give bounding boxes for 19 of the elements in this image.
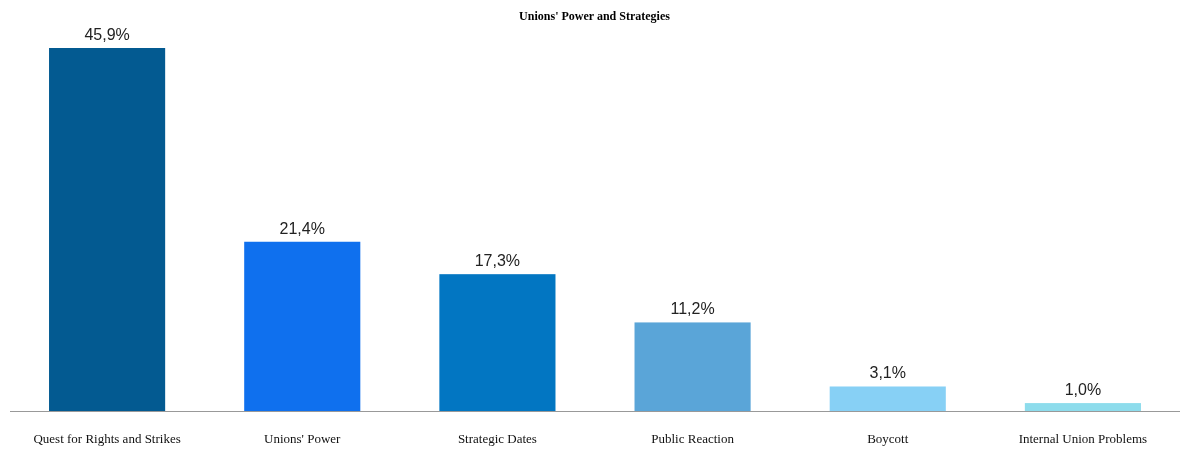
bar (829, 386, 946, 411)
bar (49, 48, 166, 411)
chart-title: Unions' Power and Strategies (519, 9, 671, 23)
x-tick-label: Internal Union Problems (1018, 431, 1148, 446)
bar (244, 241, 361, 411)
bar (1024, 403, 1141, 411)
data-label: 45,9% (84, 26, 130, 43)
data-label: 17,3% (474, 252, 521, 270)
bar (634, 322, 751, 411)
x-tick-label: Boycott (867, 431, 909, 446)
data-label: 11,2% (670, 300, 715, 318)
data-label: 21,4% (279, 219, 325, 237)
data-label: 3,1% (869, 364, 906, 382)
data-label: 1,0% (1064, 381, 1102, 399)
x-tick-label: Strategic Dates (457, 431, 537, 446)
x-tick-label: Quest for Rights and Strikes (33, 431, 181, 446)
bar (439, 274, 556, 411)
x-tick-label: Unions' Power (264, 431, 342, 446)
x-tick-label: Public Reaction (651, 431, 735, 446)
